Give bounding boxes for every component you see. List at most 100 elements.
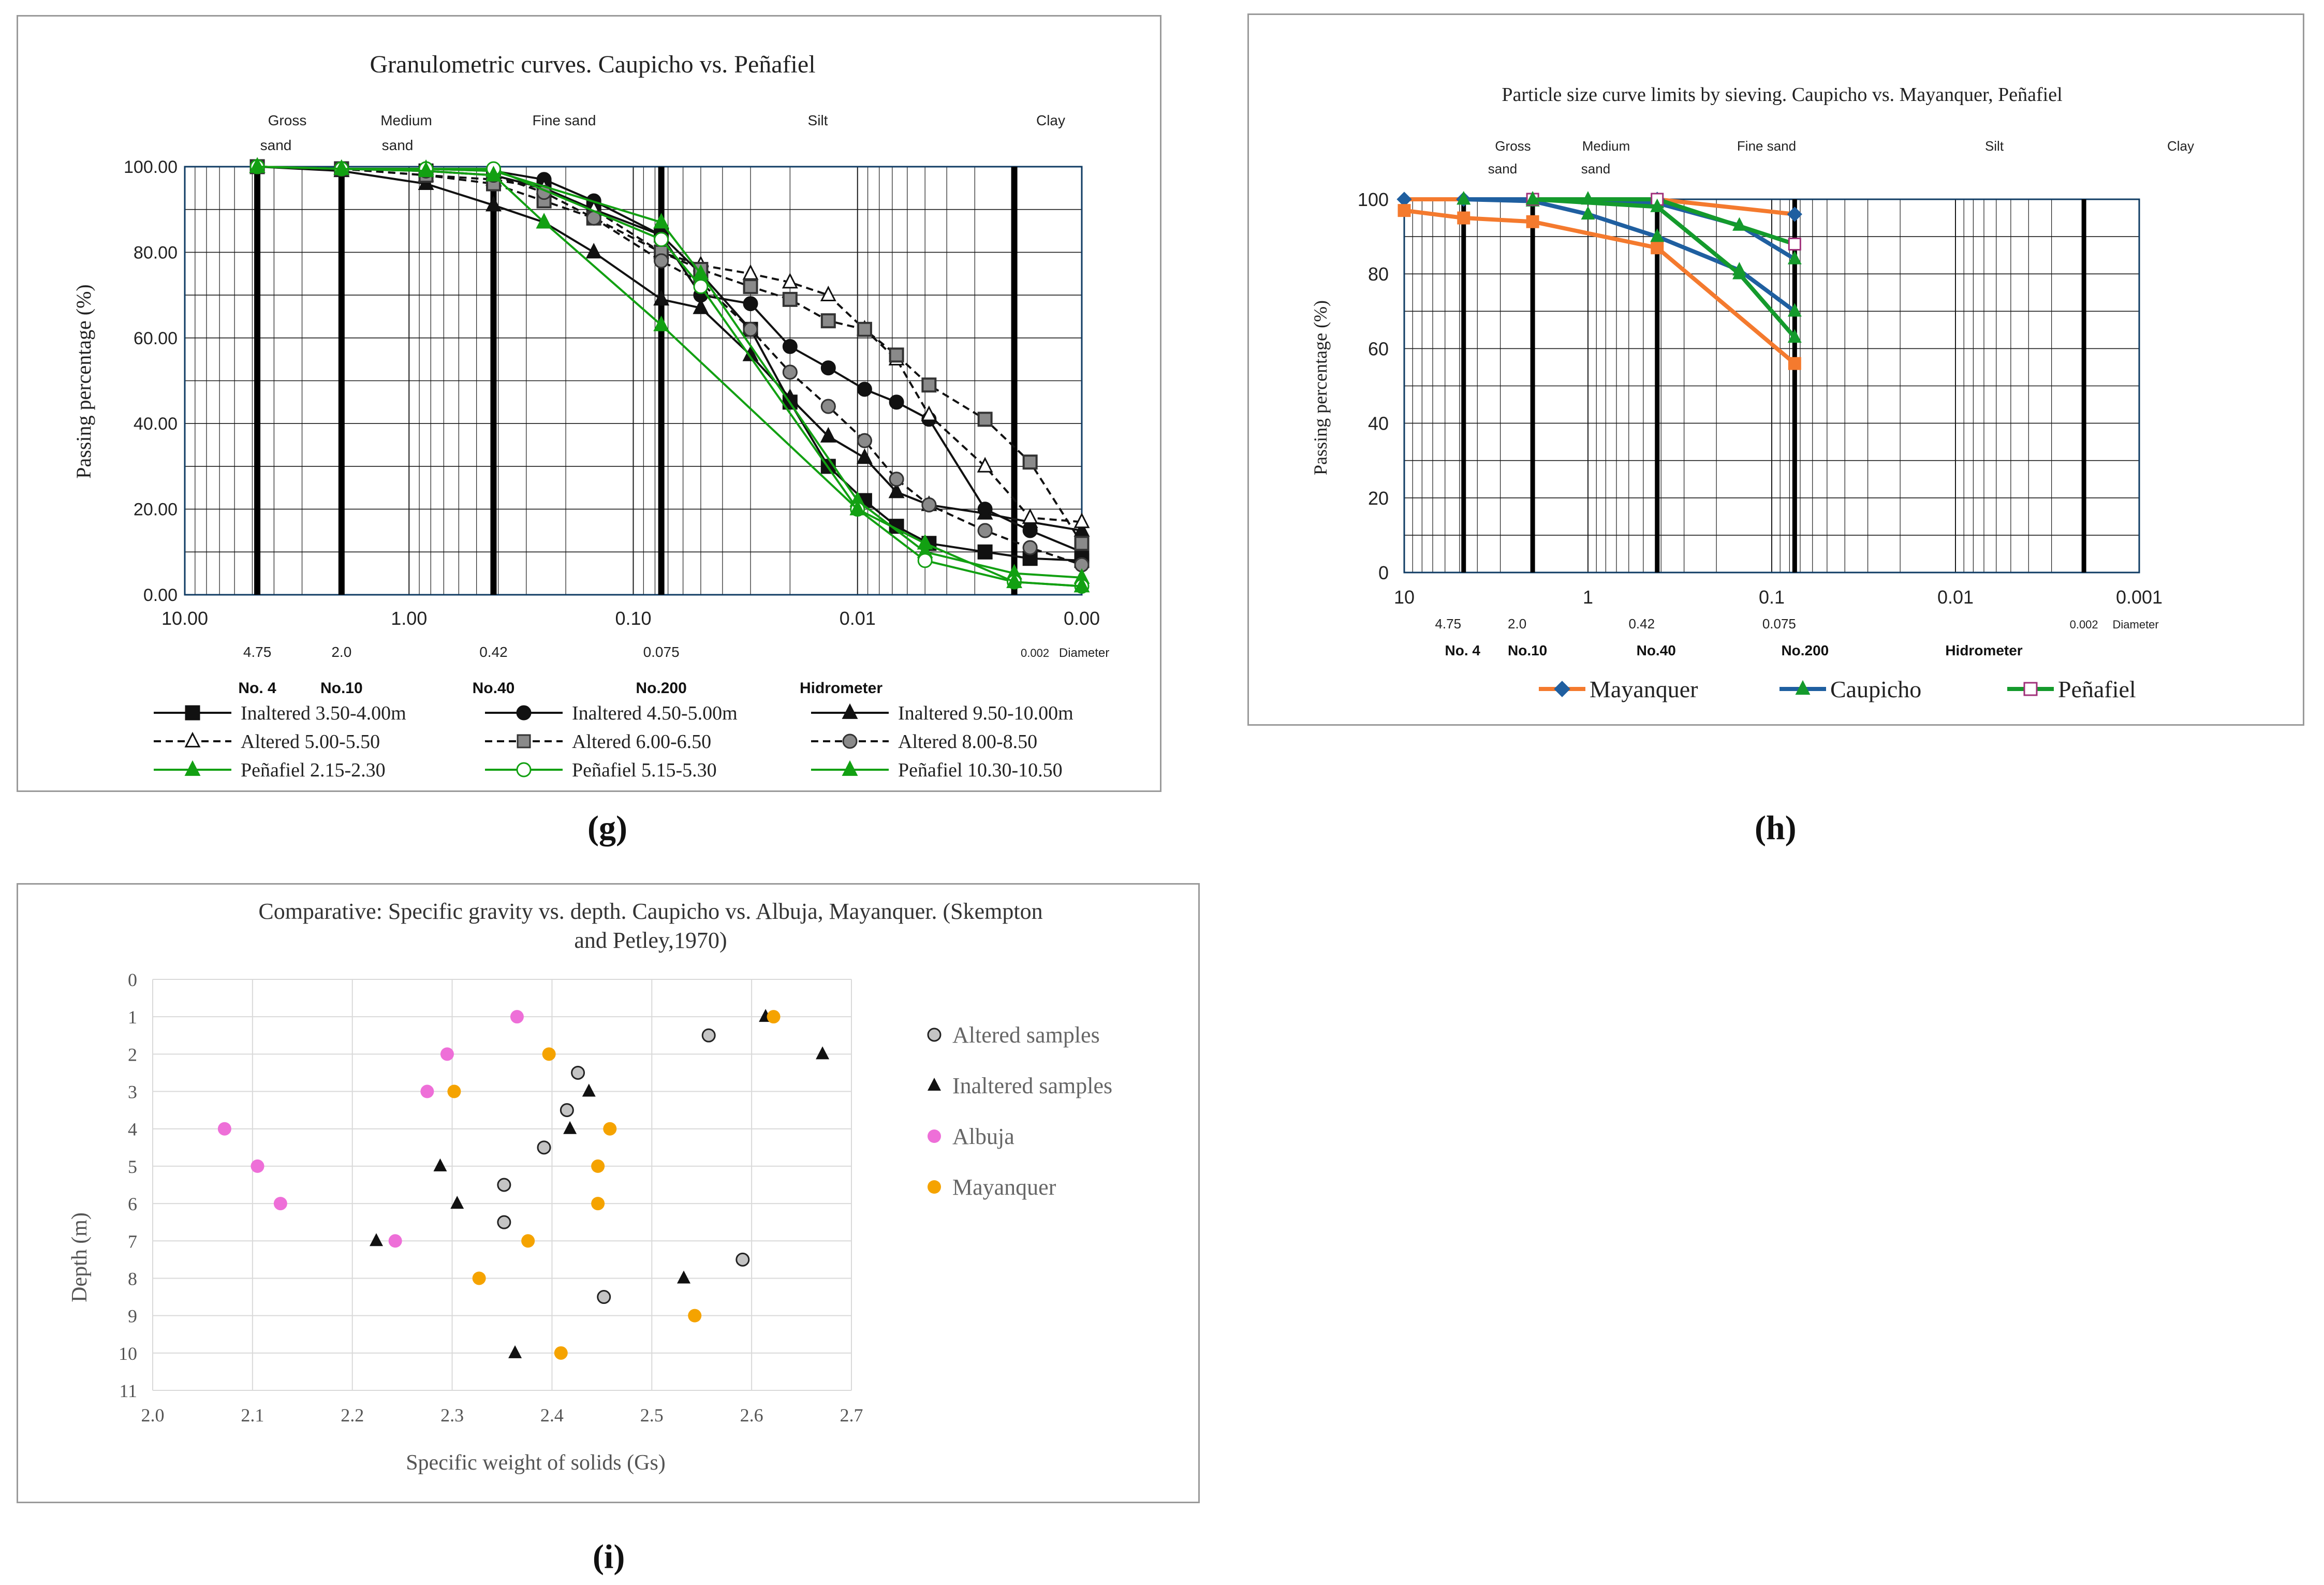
data-point-g-2	[693, 298, 709, 314]
legend-marker	[842, 760, 858, 776]
data-point-g-1	[889, 394, 904, 410]
sieve-size-label: 2.0	[1508, 616, 1526, 632]
y-axis-label: Depth (m)	[68, 1212, 92, 1302]
chart-title-line-2: and Petley,1970)	[574, 928, 727, 953]
plot-frame	[1403, 198, 2140, 574]
zone-label-fine-sand: Fine sand	[533, 112, 596, 128]
x-tick-label: 2.0	[141, 1405, 165, 1426]
legend-label: Caupicho	[1830, 676, 1921, 702]
sieve-name-label: No.200	[636, 680, 686, 697]
sieve-name-label: Hidrometer	[1945, 642, 2022, 658]
legend-marker	[516, 762, 532, 777]
y-tick-label: 40	[1368, 413, 1389, 434]
data-point-inaltered	[450, 1196, 464, 1209]
sieve-size-label: 0.002	[1021, 647, 1049, 659]
data-point-g-fill	[857, 433, 872, 448]
data-point-g-2	[585, 243, 602, 259]
data-point-g-fill	[1075, 536, 1089, 551]
series-line-g-2	[257, 166, 1082, 532]
sieve-name-label: No. 4	[238, 680, 276, 697]
data-point-g-8	[249, 157, 266, 173]
zone-label-medium-2: sand	[1581, 161, 1610, 177]
x-tick-label: 2.5	[640, 1405, 664, 1426]
data-point-g-fill	[889, 472, 904, 487]
zone-label-silt: Silt	[808, 112, 828, 128]
y-tick-label: 4	[128, 1119, 137, 1140]
data-point-h-0	[1787, 207, 1802, 222]
zone-label-silt: Silt	[1985, 138, 2004, 154]
y-tick-label: 5	[128, 1156, 137, 1177]
zone-label-medium: Medium	[380, 112, 432, 128]
zone-label-gross-2: sand	[260, 137, 292, 153]
legend-marker	[184, 760, 201, 776]
y-tick-label: 7	[128, 1231, 137, 1252]
data-point-mayanquer	[521, 1234, 535, 1248]
legend-marker	[842, 703, 858, 719]
data-point-albuja	[510, 1010, 524, 1024]
y-axis-label: Passing percentage (%)	[72, 284, 95, 478]
data-point-albuja	[440, 1047, 454, 1061]
zone-label-gross-2: sand	[1488, 161, 1517, 177]
data-point-h-2	[1787, 329, 1802, 343]
data-point-h-1	[1650, 228, 1665, 242]
data-point-g-fill	[783, 292, 797, 306]
zone-label-fine-sand: Fine sand	[1737, 138, 1796, 154]
data-point-mayanquer	[591, 1197, 605, 1211]
y-tick-label: 8	[128, 1268, 137, 1289]
data-point-g-fill	[977, 523, 993, 538]
x-tick-label: 0.10	[615, 608, 651, 629]
zone-label-clay: Clay	[1036, 112, 1065, 128]
data-point-g-1	[782, 339, 798, 354]
caption-h: (h)	[1755, 809, 1797, 847]
data-point-g-8	[536, 213, 552, 229]
data-point-g-2	[486, 196, 502, 212]
x-tick-label: 2.6	[740, 1405, 763, 1426]
y-tick-label: 60.00	[134, 329, 178, 348]
caption-i: (i)	[593, 1538, 625, 1576]
series-line-g-4	[257, 166, 1083, 544]
y-tick-label: 11	[119, 1381, 137, 1401]
y-tick-label: 40.00	[134, 414, 178, 434]
zone-label-medium-2: sand	[382, 137, 414, 153]
chart-panel-g: Granulometric curves. Caupicho vs. Peñaf…	[17, 15, 1161, 792]
legend-label: Peñafiel	[2058, 676, 2136, 702]
data-point-g-8	[1073, 577, 1090, 593]
sieve-name-label: No.40	[1637, 642, 1676, 658]
data-point-g-3	[921, 405, 937, 421]
data-point-inaltered	[563, 1121, 577, 1134]
data-point-mayanquer	[554, 1346, 568, 1360]
legend-label: Mayanquer	[1590, 676, 1698, 702]
data-point-g-0	[977, 544, 993, 560]
data-point-mayanquer	[767, 1010, 781, 1024]
series-line-g-0	[257, 166, 1082, 562]
sieve-size-label: 0.002	[2070, 618, 2098, 631]
data-point-altered	[537, 1140, 551, 1155]
data-point-g-fill	[743, 321, 758, 337]
legend-marker	[842, 733, 858, 749]
data-point-g-7	[654, 232, 669, 247]
data-point-altered	[560, 1103, 574, 1118]
legend-marker	[517, 734, 531, 749]
x-tick-label: 1.00	[391, 608, 427, 629]
sieve-size-label: 2.0	[331, 644, 351, 660]
data-point-g-fill	[654, 253, 669, 269]
y-tick-label: 10	[119, 1343, 137, 1364]
data-point-g-3	[1073, 512, 1090, 529]
y-tick-label: 100.00	[124, 157, 178, 177]
y-tick-label: 6	[128, 1194, 137, 1214]
y-tick-label: 9	[128, 1306, 137, 1327]
data-point-g-fill	[821, 314, 835, 328]
data-point-altered	[701, 1028, 716, 1043]
series-line-h-2	[1532, 197, 1797, 339]
sieve-name-label: Hidrometer	[800, 680, 882, 697]
data-point-albuja	[251, 1159, 264, 1173]
legend-marker	[516, 705, 532, 721]
data-point-altered	[597, 1290, 611, 1304]
series-line-g-1	[257, 166, 1082, 553]
data-point-g-8	[486, 166, 502, 182]
sieve-size-label: 4.75	[1435, 616, 1461, 632]
data-point-g-fill	[978, 412, 992, 427]
legend-marker	[2023, 682, 2038, 696]
data-point-g-3	[742, 264, 759, 280]
data-point-inaltered	[677, 1270, 690, 1284]
